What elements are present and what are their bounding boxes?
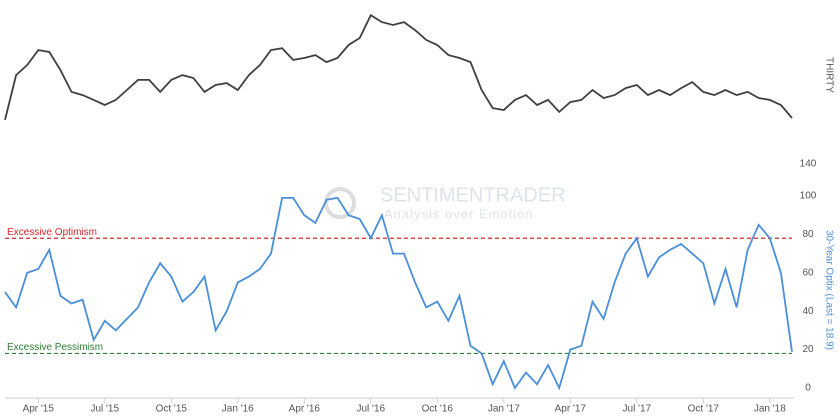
y-tick-label: 20: [802, 344, 814, 355]
x-tick-label: Jan '16: [222, 404, 254, 415]
x-tick-label: Apr '17: [555, 404, 587, 415]
watermark-logo: [324, 187, 356, 219]
y-tick-label: 40: [802, 306, 814, 317]
axis-label: 30-Year Optix (Last = 18.9): [823, 230, 834, 350]
reference-label: Excessive Optimism: [7, 227, 97, 238]
data-line: [4, 13, 793, 121]
y-tick-label: 80: [802, 229, 814, 240]
x-tick-label: Oct '15: [156, 404, 188, 415]
y-tick-label: 0: [805, 383, 811, 394]
x-tick-label: Jul '16: [356, 404, 385, 415]
watermark-title: SENTIMENTRADER: [380, 184, 566, 206]
x-tick-label: Jul '15: [90, 404, 119, 415]
data-line: [4, 196, 793, 391]
x-tick-label: Apr '15: [23, 404, 55, 415]
y-tick-label: 140: [800, 158, 817, 169]
x-tick-label: Jan '18: [754, 404, 786, 415]
axis-label: THIRTY: [823, 57, 834, 93]
reference-label: Excessive Pessimism: [7, 342, 103, 353]
x-tick-label: Oct '17: [688, 404, 720, 415]
y-tick-label: 100: [800, 191, 817, 202]
x-tick-label: Jan '17: [488, 404, 520, 415]
y-tick-label: 60: [802, 267, 814, 278]
x-tick-label: Jul '17: [623, 404, 652, 415]
watermark-subtitle: Analysis over Emotion: [384, 206, 534, 221]
x-tick-label: Oct '16: [422, 404, 454, 415]
x-tick-label: Apr '16: [289, 404, 321, 415]
